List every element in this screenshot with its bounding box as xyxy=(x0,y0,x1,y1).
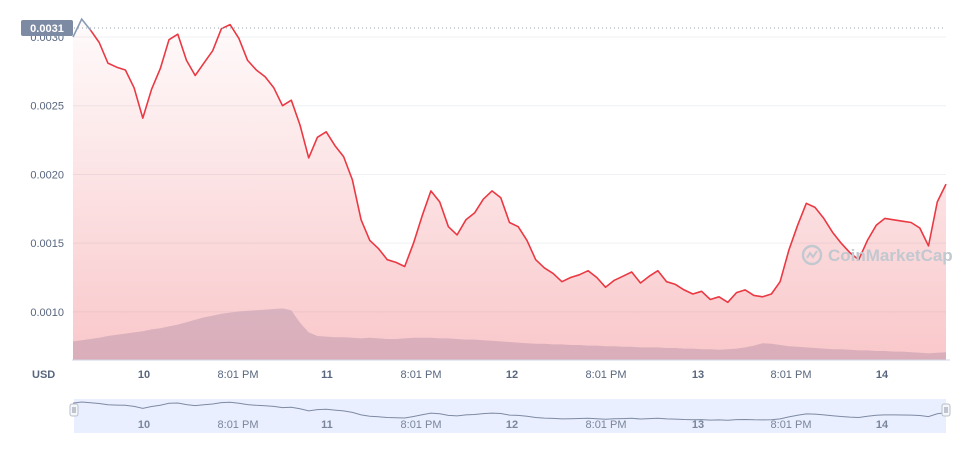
y-tick-label: 0.0015 xyxy=(30,238,64,250)
navigator-tick-label: 11 xyxy=(321,419,333,431)
coinmarketcap-watermark: CoinMarketCap xyxy=(801,244,953,266)
navigator-left-handle[interactable] xyxy=(69,403,79,417)
navigator-tick-label: 8:01 PM xyxy=(771,419,812,431)
time-navigator[interactable]: 10 8:01 PM 11 8:01 PM 12 8:01 PM 13 8:01 PM 14 xyxy=(69,399,951,433)
watermark-text: CoinMarketCap xyxy=(828,246,953,265)
price-line-segment-start xyxy=(72,17,92,38)
navigator-tick-label: 8:01 PM xyxy=(586,419,627,431)
max-price-badge: 0.0031 xyxy=(21,20,73,36)
y-tick-label: 0.0020 xyxy=(30,169,64,181)
x-tick-label: 8:01 PM xyxy=(586,369,627,381)
navigator-selection xyxy=(74,399,946,433)
x-tick-label: 11 xyxy=(321,369,333,381)
price-line-path[interactable] xyxy=(89,23,947,304)
navigator-tick-label: 12 xyxy=(506,419,518,431)
navigator-tick-label: 10 xyxy=(138,419,150,431)
x-tick-label: 8:01 PM xyxy=(401,369,442,381)
x-tick-label: 12 xyxy=(506,369,518,381)
svg-text:0.0031: 0.0031 xyxy=(30,23,64,35)
navigator-tick-label: 13 xyxy=(692,419,704,431)
navigator-tick-label: 8:01 PM xyxy=(401,419,442,431)
x-tick-label: 14 xyxy=(876,369,889,381)
navigator-line-path xyxy=(72,401,947,421)
currency-label: USD xyxy=(32,369,55,381)
navigator-right-handle[interactable] xyxy=(941,403,951,417)
x-tick-label: 13 xyxy=(692,369,704,381)
x-axis: 10 8:01 PM 11 8:01 PM 12 8:01 PM 13 8:01 PM 14 xyxy=(138,369,889,381)
y-tick-label: 0.0010 xyxy=(30,307,64,319)
price-area-fill xyxy=(73,19,946,360)
y-tick-label: 0.0025 xyxy=(30,101,64,113)
navigator-tick-label: 8:01 PM xyxy=(218,419,259,431)
navigator-tick-label: 14 xyxy=(876,419,889,431)
x-tick-label: 8:01 PM xyxy=(218,369,259,381)
navigator-ticks: 10 8:01 PM 11 8:01 PM 12 8:01 PM 13 8:01 PM 14 xyxy=(138,419,889,431)
navigator-series-line xyxy=(72,401,947,421)
coinmarketcap-logo-icon xyxy=(801,244,823,266)
x-tick-label: 10 xyxy=(138,369,150,381)
x-tick-label: 8:01 PM xyxy=(771,369,812,381)
price-area-path xyxy=(73,19,946,360)
price-series-line[interactable] xyxy=(72,17,947,304)
